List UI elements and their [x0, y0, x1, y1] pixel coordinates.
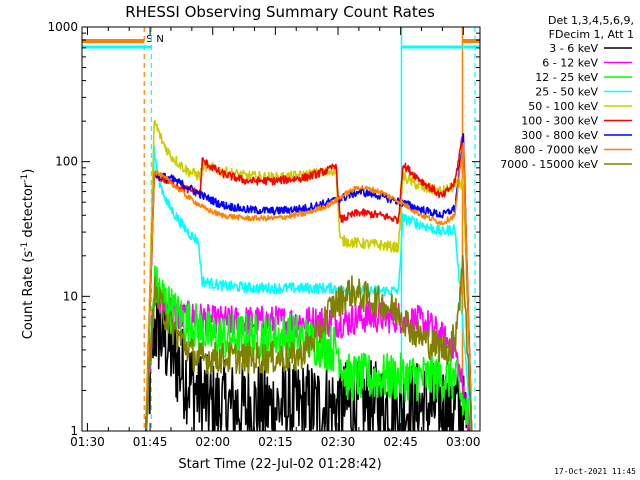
series-line-8	[145, 254, 473, 431]
x-tick-label: 02:30	[321, 435, 356, 449]
y-tick-label: 1	[70, 424, 78, 438]
footer-date: 17-Oct-2021 11:45	[554, 467, 636, 476]
legend-label: 25 - 50 keV	[535, 86, 598, 99]
x-tick-label: 02:15	[258, 435, 293, 449]
marker-label-s: S	[146, 34, 152, 45]
series-line-0	[145, 294, 472, 431]
marker-label-n: N	[156, 34, 163, 45]
y-axis-label: Count Rate (s-1 detector-1)	[20, 169, 36, 340]
x-tick-label: 02:00	[195, 435, 230, 449]
legend-header-line-1: Det 1,3,4,5,6,9,	[548, 14, 634, 27]
x-axis-label: Start Time (22-Jul-02 01:28:42)	[178, 457, 381, 472]
series-line-7	[145, 142, 473, 431]
legend-header-line-2: FDecim 1, Att 1	[549, 28, 634, 41]
y-tick-label: 10	[63, 289, 78, 303]
x-tick-label: 02:45	[383, 435, 418, 449]
legend-label: 6 - 12 keV	[542, 57, 598, 70]
x-tick-label: 01:45	[133, 435, 168, 449]
axis-layer: 01:30 01:45 02:00 02:15 02:30 02:45 03:00 1 10 10…	[47, 20, 480, 449]
y-tick-label: 100	[55, 155, 78, 169]
series-line-6	[145, 133, 473, 431]
legend: Det 1,3,4,5,6,9, FDecim 1, Att 1 3 - 6 k…	[500, 14, 634, 171]
legend-label: 300 - 800 keV	[521, 129, 598, 142]
legend-label: 100 - 300 keV	[521, 115, 598, 128]
x-tick-label: 01:30	[70, 435, 105, 449]
legend-label: 12 - 25 keV	[535, 71, 598, 84]
legend-label: 800 - 7000 keV	[514, 144, 598, 157]
plot-frame	[81, 26, 481, 432]
x-tick-label: 03:00	[446, 435, 481, 449]
legend-label: 50 - 100 keV	[528, 100, 598, 113]
legend-label: 7000 - 15000 keV	[500, 158, 598, 171]
chart-title: RHESSI Observing Summary Count Rates	[125, 3, 435, 21]
y-tick-label: 1000	[47, 20, 78, 34]
legend-label: 3 - 6 keV	[549, 42, 598, 55]
series-line-3	[145, 145, 473, 431]
